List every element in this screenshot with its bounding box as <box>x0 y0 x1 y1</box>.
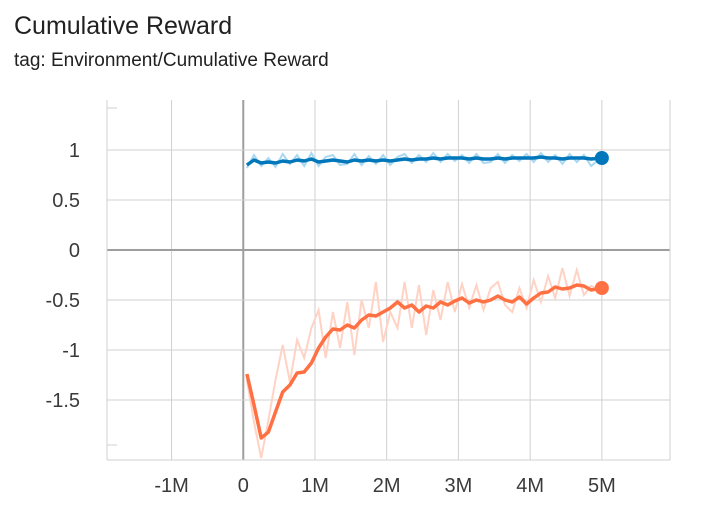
x-tick-label: 0 <box>238 475 249 497</box>
y-tick-label: -1 <box>62 340 80 362</box>
series-1-smoothed-line <box>245 283 603 440</box>
x-tick-label: 3M <box>445 475 473 497</box>
series-0-smoothed-line <box>245 155 603 167</box>
y-tick-label: 0.5 <box>52 190 80 212</box>
x-tick-label: -1M <box>154 475 188 497</box>
x-tick-label: 4M <box>516 475 544 497</box>
y-tick-label: 1 <box>69 140 80 162</box>
chart-subtitle: tag: Environment/Cumulative Reward <box>14 50 329 71</box>
series-0-end-point <box>594 151 609 165</box>
series-1-raw-line <box>245 266 603 459</box>
y-tick-label: -1.5 <box>46 390 80 412</box>
x-tick-label: 5M <box>588 475 616 497</box>
x-tick-label: 1M <box>301 475 329 497</box>
y-tick-label: -0.5 <box>46 290 80 312</box>
y-tick-label: 0 <box>69 240 80 262</box>
chart-title: Cumulative Reward <box>14 12 233 40</box>
x-tick-label: 2M <box>373 475 401 497</box>
series-1-end-point <box>594 281 609 295</box>
